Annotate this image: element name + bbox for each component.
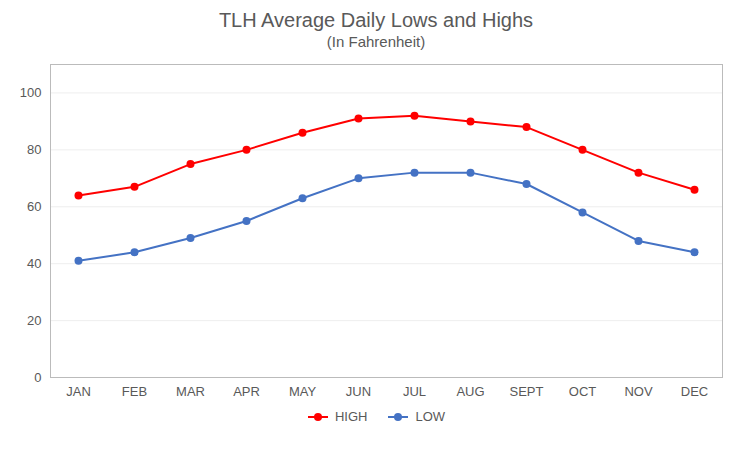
svg-text:JUL: JUL — [403, 384, 426, 399]
svg-text:0: 0 — [34, 370, 41, 385]
svg-text:OCT: OCT — [569, 384, 597, 399]
svg-text:20: 20 — [27, 313, 41, 328]
html-text:TLH Average Daily Lows and Hig: TLH Average Daily Lows and Highs — [218, 9, 534, 31]
html-text:LOW: LOW — [415, 409, 446, 424]
svg-text:MAR: MAR — [176, 384, 205, 399]
html-text:(In Fahrenheit): (In Fahrenheit) — [326, 33, 426, 50]
svg-text:80: 80 — [27, 142, 41, 157]
svg-text:APR: APR — [233, 384, 260, 399]
svg-text:40: 40 — [27, 256, 41, 271]
svg-text:MAY: MAY — [289, 384, 317, 399]
svg-text:60: 60 — [27, 199, 41, 214]
html-text:HIGH: HIGH — [334, 409, 368, 424]
svg-text:AUG: AUG — [456, 384, 484, 399]
svg-text:JAN: JAN — [66, 384, 91, 399]
svg-text:FEB: FEB — [122, 384, 147, 399]
svg-text:NOV: NOV — [624, 384, 653, 399]
svg-text:100: 100 — [20, 85, 42, 100]
svg-text:DEC: DEC — [681, 384, 708, 399]
svg-text:SEPT: SEPT — [510, 384, 544, 399]
svg-text:JUN: JUN — [346, 384, 371, 399]
